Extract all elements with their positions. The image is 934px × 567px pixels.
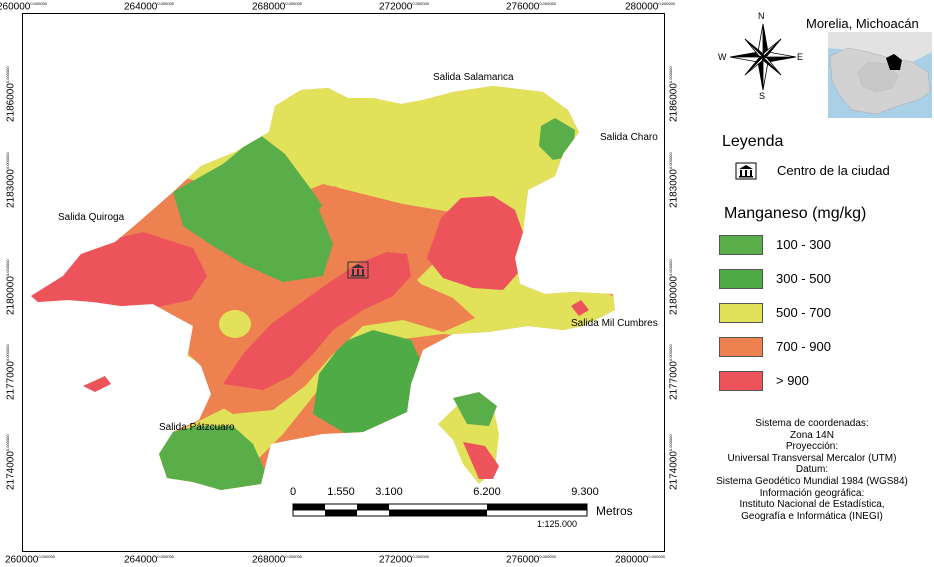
zone-green-patzcuaro	[153, 426, 271, 490]
x-tick-top-280000: 2800000.000000	[624, 1, 676, 13]
info-line: Sistema de coordenadas:	[755, 418, 869, 429]
label-salida-mil-cumbres: Salida Mil Cumbres	[571, 318, 658, 329]
x-tick-top-264000: 2640000.000000	[123, 1, 175, 13]
y-tick-left-2177000: 21770000.000000	[5, 344, 17, 400]
compass-s: S	[759, 91, 766, 101]
projection-info: Sistema de coordenadas: Zona 14N Proyecc…	[697, 418, 927, 522]
info-line: Sistema Geodético Mundial 1984 (WGS84)	[716, 475, 908, 487]
map-canvas	[31, 86, 615, 490]
zone-green-charo	[539, 118, 575, 160]
patch-south-red	[463, 442, 499, 479]
zone-red-east	[427, 196, 525, 290]
scale-ratio: 1:125.000	[537, 519, 578, 529]
x-tick-bottom-276000: 2760000.000000	[505, 554, 557, 566]
zone-red-mil-cumbres	[571, 300, 589, 316]
legend-label-500-700: 500 - 700	[776, 305, 831, 320]
map-frame[interactable]: Salida Salamanca Salida Charo Salida Qui…	[22, 13, 665, 552]
compass-w: W	[718, 52, 727, 62]
legend-label-700-900: 700 - 900	[776, 339, 831, 354]
x-tick-bottom-272000: 2720000.000000	[378, 554, 430, 566]
y-tick-right-2177000: 21770000.000000	[668, 344, 680, 400]
x-tick-top-260000: 2600000.000000	[0, 1, 48, 13]
label-salida-salamanca: Salida Salamanca	[433, 72, 514, 83]
legend-label-gt-900: > 900	[776, 373, 809, 388]
scale-label-3100: 3.100	[375, 486, 403, 498]
scale-label-6200: 6.200	[473, 486, 501, 498]
x-tick-bottom-268000: 2680000.000000	[251, 554, 303, 566]
info-line: Universal Transversal Mercalor (UTM)	[727, 452, 897, 464]
y-tick-left-2186000: 21860000.000000	[5, 66, 17, 122]
x-tick-bottom-260000: 2600000.000000	[4, 554, 56, 566]
label-salida-patzcuaro: Salida Pátzcuaro	[159, 422, 235, 433]
city-center-legend-icon	[735, 162, 757, 180]
scale-label-1550: 1.550	[327, 486, 355, 498]
compass-rose-icon	[729, 23, 797, 91]
y-tick-left-2180000: 21800000.000000	[5, 259, 17, 315]
info-line: Geografía e Informática (INEGI)	[741, 510, 883, 522]
legend-swatch-500-700	[719, 303, 763, 323]
scale-label-0: 0	[289, 486, 297, 498]
x-tick-bottom-264000: 2640000.000000	[123, 554, 175, 566]
legend-swatch-700-900	[719, 337, 763, 357]
city-center-icon[interactable]	[347, 261, 369, 279]
zone-yellow-hole	[219, 310, 251, 338]
zone-red-center	[223, 252, 411, 390]
y-tick-left-2183000: 21830000.000000	[5, 152, 17, 208]
inset-title: Morelia, Michoacán	[806, 16, 919, 31]
patch-south-green	[453, 392, 497, 426]
info-line: Proyección:	[785, 441, 839, 453]
zone-green-north	[173, 134, 343, 282]
info-line: Instituto Nacional de Estadística,	[739, 499, 885, 511]
x-tick-top-276000: 2760000.000000	[505, 1, 557, 13]
info-line: Información geográfica:	[759, 487, 865, 499]
zone-green-south	[313, 330, 427, 438]
scale-unit: Metros	[596, 504, 633, 518]
legend-city-center-label: Centro de la ciudad	[777, 163, 890, 178]
info-line: Datum:	[795, 464, 829, 476]
scale-label-9300: 9.300	[571, 486, 599, 498]
y-tick-right-2183000: 21830000.000000	[668, 152, 680, 208]
legend-label-100-300: 100 - 300	[776, 237, 831, 252]
legend-swatch-gt-900	[719, 371, 763, 391]
y-tick-right-2186000: 21860000.000000	[668, 66, 680, 122]
label-salida-charo: Salida Charo	[600, 132, 658, 143]
legend-swatch-100-300	[719, 235, 763, 255]
legend-label-300-500: 300 - 500	[776, 271, 831, 286]
legend-variable-title: Manganeso (mg/kg)	[724, 205, 867, 222]
zone-orange-mid	[123, 186, 475, 414]
x-tick-bottom-280000: 2800000.000000	[614, 554, 666, 566]
y-tick-right-2174000: 21740000.000000	[668, 434, 680, 490]
inset-map	[828, 32, 932, 118]
compass-n: N	[758, 11, 765, 21]
patch-west	[83, 376, 111, 392]
y-tick-right-2180000: 21800000.000000	[668, 259, 680, 315]
compass-e: E	[797, 52, 804, 62]
info-line: Zona 14N	[790, 429, 834, 441]
x-tick-top-268000: 2680000.000000	[251, 1, 303, 13]
legend-swatch-300-500	[719, 269, 763, 289]
scale-bar	[292, 503, 588, 517]
legend-title: Leyenda	[722, 133, 784, 150]
label-salida-quiroga: Salida Quiroga	[58, 212, 125, 223]
x-tick-top-272000: 2720000.000000	[378, 1, 430, 13]
y-tick-left-2174000: 21740000.000000	[5, 434, 17, 490]
